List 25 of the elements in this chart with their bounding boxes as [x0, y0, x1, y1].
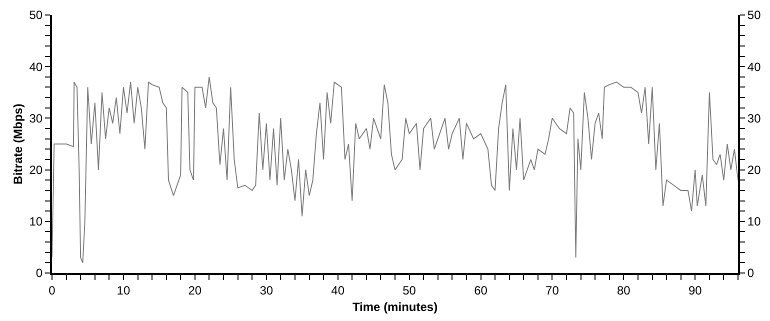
x-tick-label: 60	[474, 283, 488, 298]
y2-tick-label: 40	[747, 60, 762, 74]
y2-tick-label: 50	[747, 8, 762, 22]
x-tick-label: 50	[402, 283, 416, 298]
y2-tick-label: 30	[747, 111, 762, 126]
x-tick-label: 80	[616, 283, 631, 298]
y-axis-title: Bitrate (Mbps)	[11, 104, 26, 184]
y-tick-label: 0	[36, 266, 43, 280]
x-tick-label: 90	[688, 283, 702, 298]
x-tick-label: 30	[260, 283, 274, 298]
y2-tick-label: 0	[747, 266, 754, 280]
y-tick-label: 50	[29, 8, 43, 22]
y-tick-label: 30	[29, 111, 43, 126]
x-tick-label: 20	[188, 283, 202, 298]
x-axis-title: Time (minutes)	[352, 300, 438, 314]
y-tick-label: 20	[29, 163, 43, 177]
y2-tick-label: 20	[747, 163, 762, 177]
y2-tick-label: 10	[747, 214, 762, 229]
x-tick-label: 40	[331, 283, 345, 298]
x-tick-label: 0	[48, 283, 56, 298]
line-series	[52, 76, 738, 264]
x-tick-label: 10	[116, 283, 130, 298]
y-tick-label: 10	[29, 214, 43, 229]
x-tick-label: 70	[546, 283, 560, 298]
y-tick-label: 40	[29, 60, 43, 74]
